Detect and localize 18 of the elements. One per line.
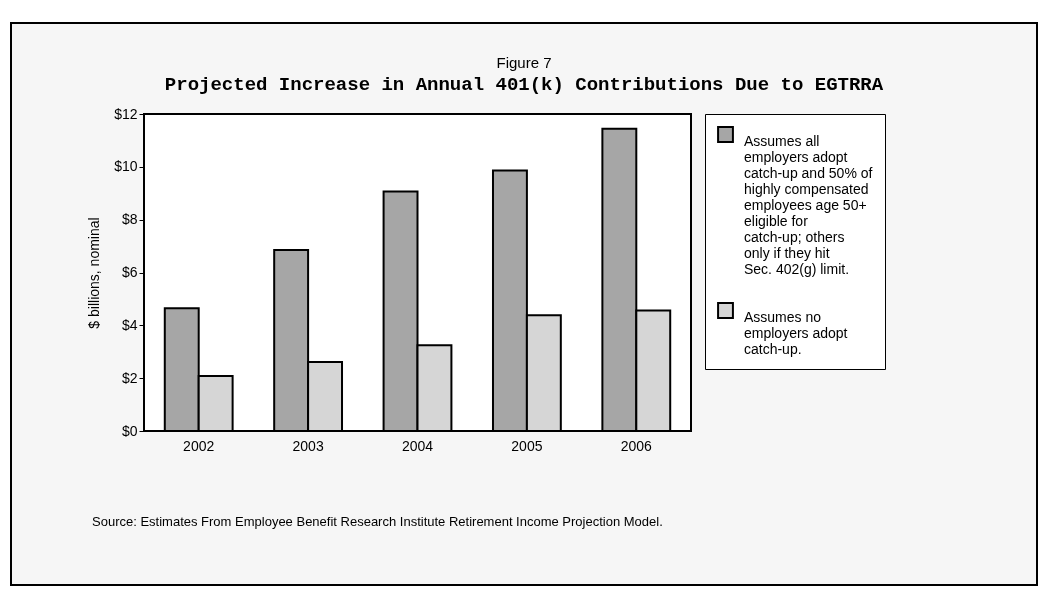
y-tick-label: $0	[121, 422, 138, 439]
x-tick-label: 2003	[292, 437, 324, 454]
y-axis-title: $ billions, nominal	[86, 217, 103, 329]
x-tick-label: 2004	[401, 437, 434, 454]
source-note: Source: Estimates From Employee Benefit Research Institute Retirement Income Projection Model.	[92, 514, 663, 529]
legend-label: Assumes no employers adopt catch-up.	[744, 308, 848, 357]
x-tick-label: 2005	[511, 437, 543, 454]
x-tick-label: 2006	[620, 437, 653, 454]
chart-title: Projected Increase in Annual 401(k) Contributions Due to EGTRRA	[163, 74, 885, 96]
chart-subtitle: Figure 7	[495, 54, 553, 71]
y-tick-label: $2	[121, 369, 138, 386]
text: Assumes all employers adopt catch-up and 50% of highly compensated employees age 50+ eligible for catch-up; others only if they hit Sec. 402(g) limit.	[744, 132, 873, 277]
y-tick-label: $4	[121, 316, 138, 333]
y-tick-label: $6	[121, 264, 138, 280]
y-tick-label: $10	[114, 158, 138, 175]
x-tick-label: 2002	[183, 437, 215, 454]
y-tick-label: $8	[121, 211, 138, 228]
y-tick-label: $12	[114, 105, 138, 122]
